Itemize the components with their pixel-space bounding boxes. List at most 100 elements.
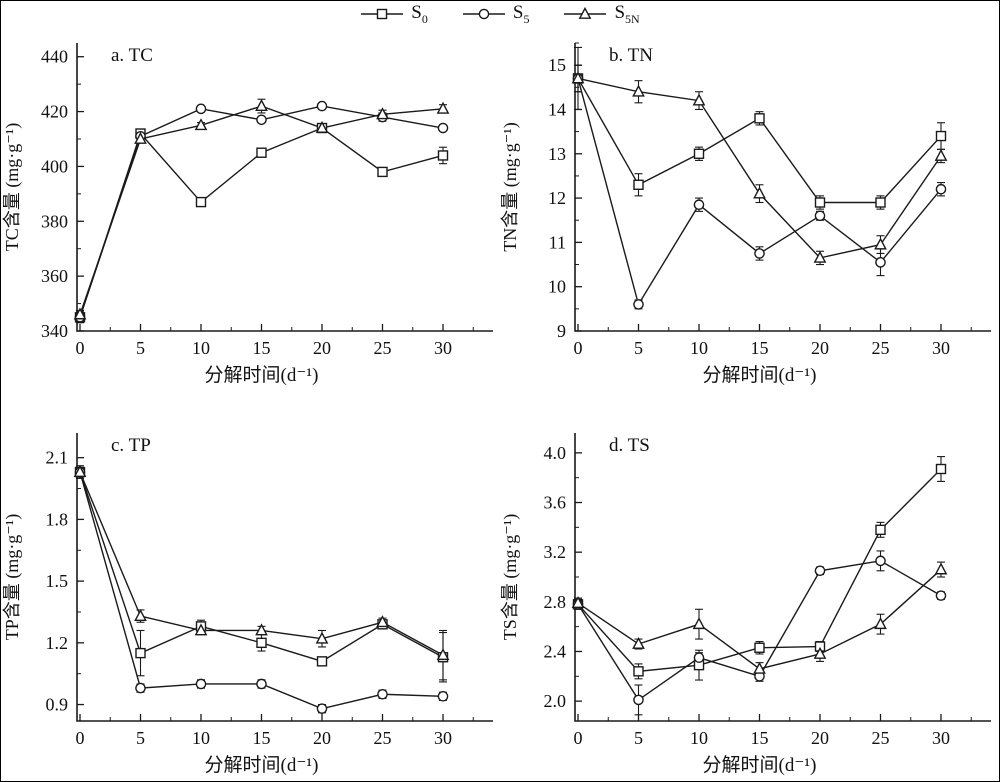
data-point-s5n: [934, 148, 948, 161]
legend-label: S5N: [614, 2, 640, 26]
y-tick-label: 10: [548, 277, 566, 297]
data-point-s0: [754, 642, 765, 653]
circle-marker-icon: [462, 8, 505, 20]
data-point-s5: [693, 199, 705, 211]
data-point-s5n: [376, 615, 389, 628]
data-point-s5: [437, 122, 449, 134]
x-tick-label: 0: [76, 728, 85, 748]
x-tick-label: 15: [253, 728, 271, 748]
data-point-s5: [633, 694, 644, 706]
y-tick-label: 9: [557, 321, 566, 341]
chart-svg-c: 0 5 10 15 20 25 30 0.9 1.2 1.5 1.8 2.1 c. TP TP含量 (mg…: [2, 433, 493, 776]
data-point-s5n: [874, 237, 887, 250]
x-axis-label: 分解时间(d⁻¹): [703, 754, 817, 776]
data-point-s5n: [813, 646, 827, 659]
y-tick-label: 1.2: [46, 633, 69, 653]
y-tick-label: 1.5: [46, 571, 69, 591]
x-tick-label: 5: [634, 728, 643, 748]
legend-triangle-glyph: [579, 6, 592, 19]
series-line-s5: [79, 105, 444, 318]
chart-svg-a: 0 5 10 15 20 25 30 340 360 380 400 420 440 a. TC TC含量 …: [2, 43, 493, 386]
data-point-s5n: [753, 186, 766, 199]
legend-item-s5: S5: [462, 3, 529, 25]
data-point-s0: [256, 147, 267, 158]
chart-svg-d: 0 5 10 15 20 25 30 2.0 2.4 2.8 3.2 3.6 4.0 d. TS TS含量 …: [500, 433, 991, 776]
data-point-s0: [437, 150, 449, 161]
x-tick-label: 10: [690, 728, 708, 748]
data-point-s5: [256, 114, 267, 126]
data-point-s5n: [692, 617, 706, 630]
legend-circle-glyph: [478, 8, 490, 20]
data-point-s5n: [255, 98, 268, 111]
y-tick-label: 14: [548, 99, 566, 119]
data-point-s5n: [632, 84, 645, 97]
data-point-s0: [935, 130, 947, 142]
x-tick-label: 0: [574, 338, 583, 358]
x-tick-label: 25: [374, 728, 392, 748]
panel-label: a. TC: [111, 45, 153, 66]
x-tick-label: 30: [434, 338, 452, 358]
data-point-s0: [195, 196, 207, 208]
data-point-s5n: [571, 71, 585, 84]
data-point-s5: [875, 257, 886, 268]
series-line-s5n: [577, 77, 942, 259]
data-point-s5n: [874, 617, 887, 630]
y-tick-label: 1.8: [46, 509, 69, 529]
data-point-s5n: [436, 648, 450, 661]
y-axis-label: TP含量 (mg·g⁻¹): [2, 514, 23, 640]
x-tick-label: 0: [574, 728, 583, 748]
y-tick-label: 400: [41, 156, 68, 176]
x-axis-label: 分解时间(d⁻¹): [703, 364, 817, 386]
data-point-s5n: [753, 661, 766, 674]
data-point-s5n: [134, 131, 147, 144]
y-tick-label: 11: [549, 232, 566, 252]
chart-legend: S0 S5 S5N: [1, 1, 999, 27]
x-tick-label: 5: [136, 338, 145, 358]
series-line-s0: [577, 468, 942, 673]
x-tick-label: 15: [751, 728, 769, 748]
x-tick-label: 30: [932, 338, 950, 358]
y-tick-label: 2.1: [46, 448, 69, 468]
data-point-s0: [633, 179, 644, 190]
chart-panel-b: 0 5 10 15 20 25 30 9 10 11 12 13 14 15 b. TN TN含量 (mg·g…: [499, 1, 999, 391]
x-tick-label: 25: [374, 338, 392, 358]
data-point-s5: [935, 183, 947, 195]
data-point-s5n: [315, 120, 329, 133]
y-axis-label: TS含量 (mg·g⁻¹): [500, 514, 521, 640]
x-tick-label: 10: [192, 728, 210, 748]
x-tick-label: 0: [76, 338, 85, 358]
data-point-s5n: [692, 93, 706, 106]
data-point-s0: [754, 113, 765, 124]
triangle-marker-icon: [564, 6, 607, 19]
data-point-s5n: [934, 562, 948, 575]
data-point-s5n: [73, 464, 87, 477]
data-point-s5n: [255, 623, 268, 636]
data-point-s5: [256, 678, 267, 690]
x-tick-label: 10: [690, 338, 708, 358]
y-tick-label: 0.9: [46, 695, 69, 715]
legend-square-glyph: [377, 8, 388, 20]
data-point-s5n: [376, 107, 389, 120]
y-tick-label: 380: [41, 211, 68, 231]
data-point-s5: [693, 652, 705, 663]
data-point-s5n: [813, 250, 827, 263]
data-point-s0: [875, 524, 886, 536]
data-point-s5n: [632, 636, 645, 649]
x-tick-label: 10: [192, 338, 210, 358]
data-point-s5n: [134, 608, 147, 621]
y-tick-label: 360: [41, 266, 68, 286]
data-point-s5: [633, 299, 644, 310]
chart-svg-b: 0 5 10 15 20 25 30 9 10 11 12 13 14 15 b. TN TN含量 (mg·g…: [500, 42, 991, 386]
panel-label: d. TS: [609, 435, 650, 456]
x-tick-label: 15: [751, 338, 769, 358]
data-point-s5n: [194, 118, 208, 131]
data-point-s5n: [73, 307, 87, 320]
panel-label: c. TP: [111, 435, 151, 456]
x-axis-label: 分解时间(d⁻¹): [205, 754, 319, 776]
y-tick-label: 2.8: [544, 592, 567, 612]
data-point-s0: [633, 666, 644, 677]
chart-panel-d: 0 5 10 15 20 25 30 2.0 2.4 2.8 3.2 3.6 4.0 d. TS TS含量 …: [499, 391, 999, 781]
data-point-s5: [754, 248, 765, 259]
data-point-s5: [814, 565, 826, 577]
x-axis-label: 分解时间(d⁻¹): [205, 364, 319, 386]
